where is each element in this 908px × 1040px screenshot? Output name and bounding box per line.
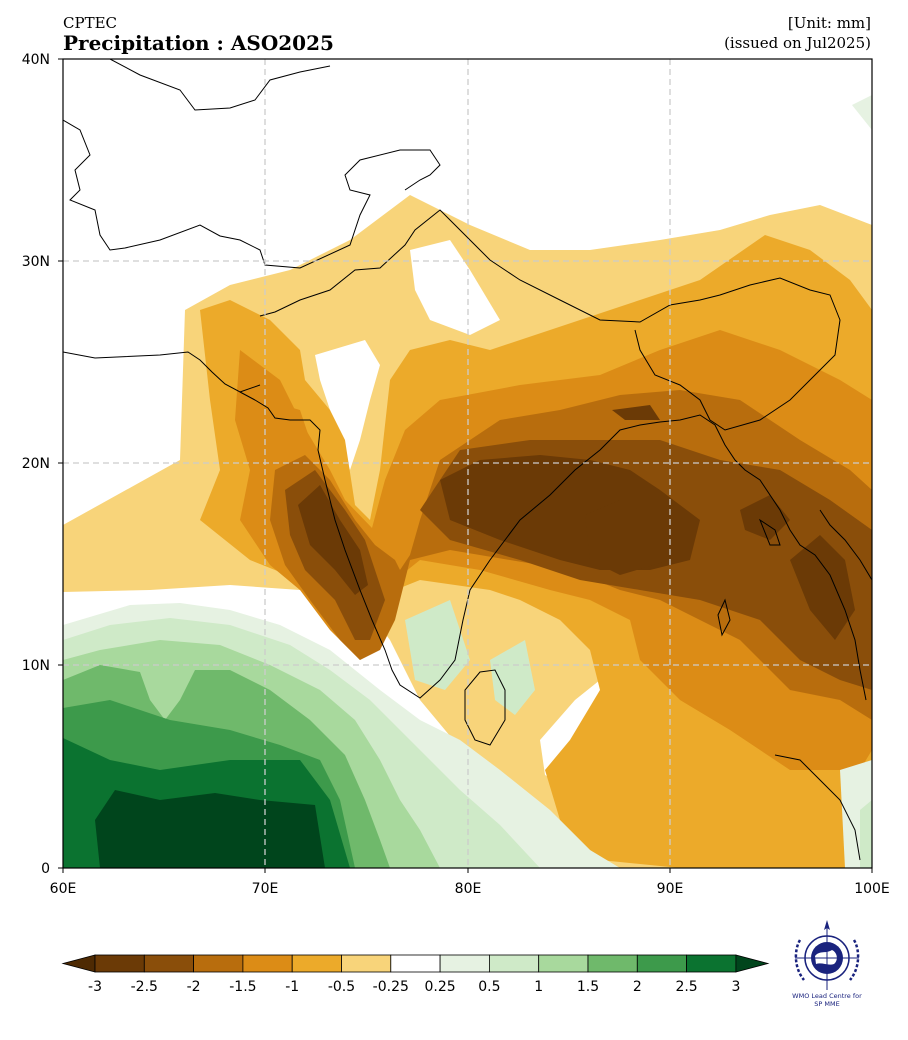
logo-caption-line2: SP MME [814, 1000, 840, 1008]
colorbar-segment [291, 954, 342, 973]
colorbar-tick-label: 1 [534, 979, 543, 995]
colorbar-segment [587, 954, 638, 973]
gridlines [63, 59, 872, 868]
colorbar-tick-label: -1 [285, 979, 299, 995]
colorbar-tick-label: -0.25 [373, 979, 409, 995]
map-title: Precipitation : ASO2025 [63, 31, 334, 55]
colorbar-tick-label: -0.5 [328, 979, 355, 995]
lat-tick-label: 20N [22, 456, 50, 472]
tick-marks [58, 58, 873, 873]
colorbar-segment [341, 954, 392, 973]
unit-label: [Unit: mm] [787, 14, 871, 32]
wmo-emblem-icon [794, 920, 860, 990]
colorbar-tick-label: -3 [88, 979, 102, 995]
colorbar-tick-label: 0.25 [425, 979, 456, 995]
colorbar-segment [242, 954, 293, 973]
colorbar-tick-label: -2 [187, 979, 201, 995]
colorbar-under-arrow [61, 954, 96, 973]
lon-tick-label: 70E [252, 881, 279, 897]
lon-tick-label: 90E [657, 881, 684, 897]
lon-tick-label: 100E [854, 881, 890, 897]
colorbar-tick-label: -1.5 [229, 979, 256, 995]
issued-label: (issued on Jul2025) [724, 34, 871, 52]
colorbar-segment [439, 954, 490, 973]
contour-pos-over [95, 790, 325, 868]
colorbar-segment [636, 954, 687, 973]
lat-tick-label: 40N [22, 52, 50, 68]
colorbar-segment [686, 954, 737, 973]
lon-tick-label: 60E [50, 881, 77, 897]
colorbar-segment [390, 954, 441, 973]
logo-caption-line1: WMO Lead Centre for [792, 992, 862, 1000]
colorbar-tick-label: 0.5 [478, 979, 500, 995]
colorbar-tick-label: 2.5 [675, 979, 697, 995]
source-label: CPTEC [63, 14, 118, 32]
colorbar-segment [94, 954, 145, 973]
colorbar-tick-label: -2.5 [131, 979, 158, 995]
colorbar-tick-label: 2 [633, 979, 642, 995]
colorbar-tick-label: 1.5 [577, 979, 599, 995]
colorbar-segment [193, 954, 244, 973]
lat-tick-label: 0 [41, 861, 50, 877]
colorbar-over-arrow [735, 954, 770, 973]
lon-tick-label: 80E [455, 881, 482, 897]
lat-tick-label: 10N [22, 658, 50, 674]
colorbar: -3 -2.5 -2 -1.5 -1 -0.5 -0.25 0.25 0.5 1 1.5 2 2.5 3 [61, 954, 770, 995]
coastlines [63, 59, 872, 861]
colorbar-segment [538, 954, 589, 973]
logo-caption: WMO Lead Centre for SP MME [772, 992, 882, 1008]
colorbar-segment [488, 954, 540, 973]
lat-tick-label: 30N [22, 254, 50, 270]
contour-neg-3 [298, 485, 368, 595]
colorbar-tick-label: 3 [731, 979, 740, 995]
colorbar-segment [143, 954, 195, 973]
